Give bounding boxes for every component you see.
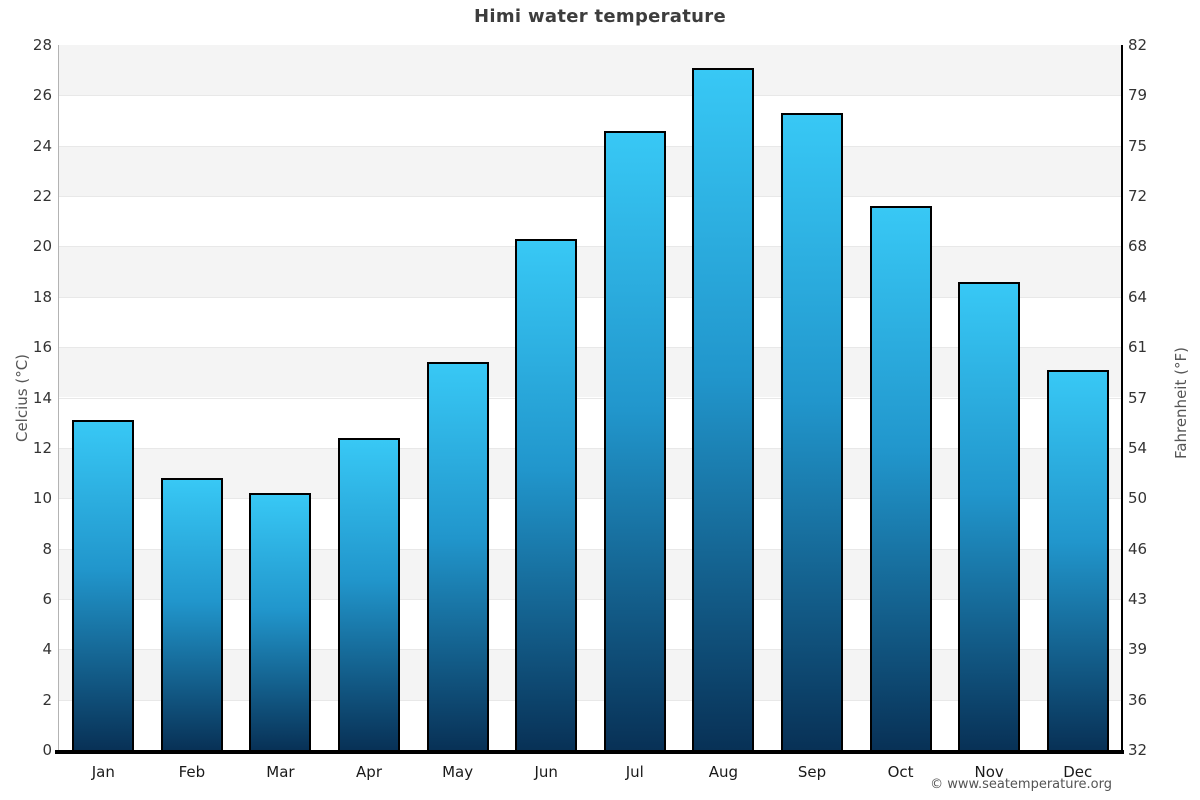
- celsius-tick-label: 28: [32, 36, 52, 54]
- bar-apr: [338, 437, 401, 750]
- grid-band: [59, 498, 1122, 549]
- month-label-dec: Dec: [1063, 763, 1093, 781]
- fahrenheit-axis-title: Fahrenheit (°F): [1172, 347, 1190, 459]
- month-label-jun: Jun: [534, 763, 558, 781]
- fahrenheit-tick-label: 46: [1128, 539, 1148, 558]
- bar-oct: [869, 206, 932, 750]
- month-label-jan: Jan: [91, 763, 115, 781]
- fahrenheit-tick-label: 50: [1128, 489, 1148, 508]
- fahrenheit-tick-label: 72: [1128, 187, 1148, 206]
- celsius-tick-label: 0: [42, 741, 52, 759]
- grid-band: [59, 447, 1122, 499]
- fahrenheit-tick-label: 64: [1128, 287, 1148, 306]
- celsius-tick-label: 26: [32, 86, 52, 105]
- celsius-tick-label: 20: [32, 237, 52, 256]
- month-label-aug: Aug: [708, 763, 739, 781]
- copyright-credit: © www.seatemperature.org: [930, 777, 1112, 792]
- left-axis-line: [58, 45, 59, 750]
- month-label-sep: Sep: [797, 763, 827, 781]
- grid-band: [59, 45, 1122, 96]
- bar-dec: [1046, 369, 1109, 750]
- grid-band: [59, 296, 1122, 348]
- celsius-tick-label: 14: [32, 388, 52, 407]
- bar-aug: [692, 67, 755, 750]
- month-label-oct: Oct: [887, 763, 914, 781]
- grid-band: [59, 649, 1122, 700]
- fahrenheit-tick-label: 43: [1128, 589, 1148, 608]
- grid-band: [59, 699, 1122, 750]
- celsius-tick-label: 2: [42, 690, 52, 709]
- fahrenheit-tick-label: 61: [1128, 338, 1148, 357]
- celsius-tick-label: 16: [32, 338, 52, 357]
- celsius-tick-label: 6: [42, 589, 52, 608]
- bar-jan: [72, 420, 135, 750]
- bottom-axis-line: [55, 750, 1124, 754]
- celsius-tick-label: 10: [32, 489, 52, 508]
- celsius-tick-label: 4: [42, 640, 52, 659]
- bar-may: [426, 362, 489, 750]
- month-label-mar: Mar: [266, 763, 295, 781]
- celsius-tick-label: 12: [32, 438, 52, 457]
- month-label-jul: Jul: [625, 763, 644, 781]
- fahrenheit-tick-label: 39: [1128, 640, 1148, 659]
- month-label-may: May: [442, 763, 474, 781]
- right-axis-line: [1121, 45, 1123, 750]
- bar-nov: [958, 281, 1021, 750]
- celsius-tick-label: 8: [42, 539, 52, 558]
- month-label-apr: Apr: [356, 763, 382, 781]
- fahrenheit-tick-label: 79: [1128, 86, 1148, 105]
- bar-sep: [780, 112, 843, 750]
- grid-band: [59, 95, 1122, 146]
- grid-band: [59, 397, 1122, 448]
- fahrenheit-tick-label: 68: [1128, 237, 1148, 256]
- grid-band: [59, 145, 1122, 197]
- fahrenheit-tick-label: 36: [1128, 690, 1148, 709]
- bar-jun: [515, 238, 578, 750]
- fahrenheit-tick-label: 54: [1128, 438, 1148, 457]
- fahrenheit-tick-label: 82: [1128, 36, 1148, 54]
- bar-feb: [160, 478, 223, 750]
- bar-mar: [249, 493, 312, 750]
- celsius-axis-title: Celcius (°C): [13, 353, 31, 443]
- chart-title: Himi water temperature: [474, 6, 726, 27]
- fahrenheit-tick-label: 57: [1128, 388, 1148, 407]
- celsius-tick-label: 22: [32, 187, 52, 206]
- plot-area: [59, 45, 1122, 750]
- month-label-nov: Nov: [974, 763, 1004, 781]
- fahrenheit-tick-label: 75: [1128, 136, 1148, 155]
- grid-band: [59, 548, 1122, 599]
- celsius-tick-label: 24: [32, 136, 52, 155]
- month-label-feb: Feb: [178, 763, 206, 781]
- grid-band: [59, 347, 1122, 398]
- fahrenheit-tick-label: 32: [1128, 741, 1148, 759]
- grid-band: [59, 598, 1122, 650]
- grid-band: [59, 196, 1122, 247]
- grid-band: [59, 246, 1122, 297]
- celsius-tick-label: 18: [32, 287, 52, 306]
- bar-jul: [603, 130, 666, 750]
